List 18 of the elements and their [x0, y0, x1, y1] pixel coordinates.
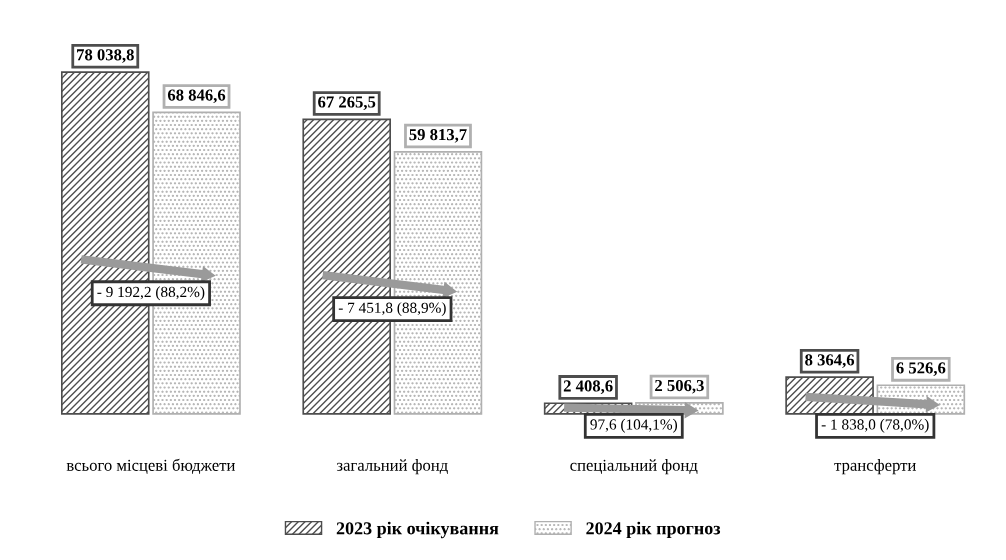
data-label: 6 526,6 — [896, 362, 946, 376]
data-label: 8 364,6 — [805, 354, 855, 368]
annotation: - 9 192,2 (88,2%) — [97, 286, 205, 301]
x-tick-label: спеціальний фонд — [570, 459, 698, 475]
data-label: 68 846,6 — [167, 89, 226, 104]
data-label: 78 038,8 — [77, 49, 134, 63]
legend-label: 2023 рік очікування — [336, 521, 499, 539]
text: 97,6 (104,1%) — [590, 418, 678, 433]
data-label: 59 813,7 — [409, 128, 467, 143]
x-tick-label: трансферти — [834, 459, 916, 475]
data-label: 2 408,6 — [563, 380, 613, 394]
data-label: 67 265,5 — [318, 96, 376, 110]
annotation: - 7 451,8 (88,9%) — [338, 302, 446, 316]
data-label: 2 506,3 — [655, 379, 704, 394]
text: - 1 838,0 (78,0%) — [821, 418, 929, 433]
legend-label: 2024 рік прогноз — [586, 521, 721, 539]
x-tick-label: загальний фонд — [336, 459, 448, 475]
x-tick-label: всього місцеві бюджети — [66, 458, 236, 474]
